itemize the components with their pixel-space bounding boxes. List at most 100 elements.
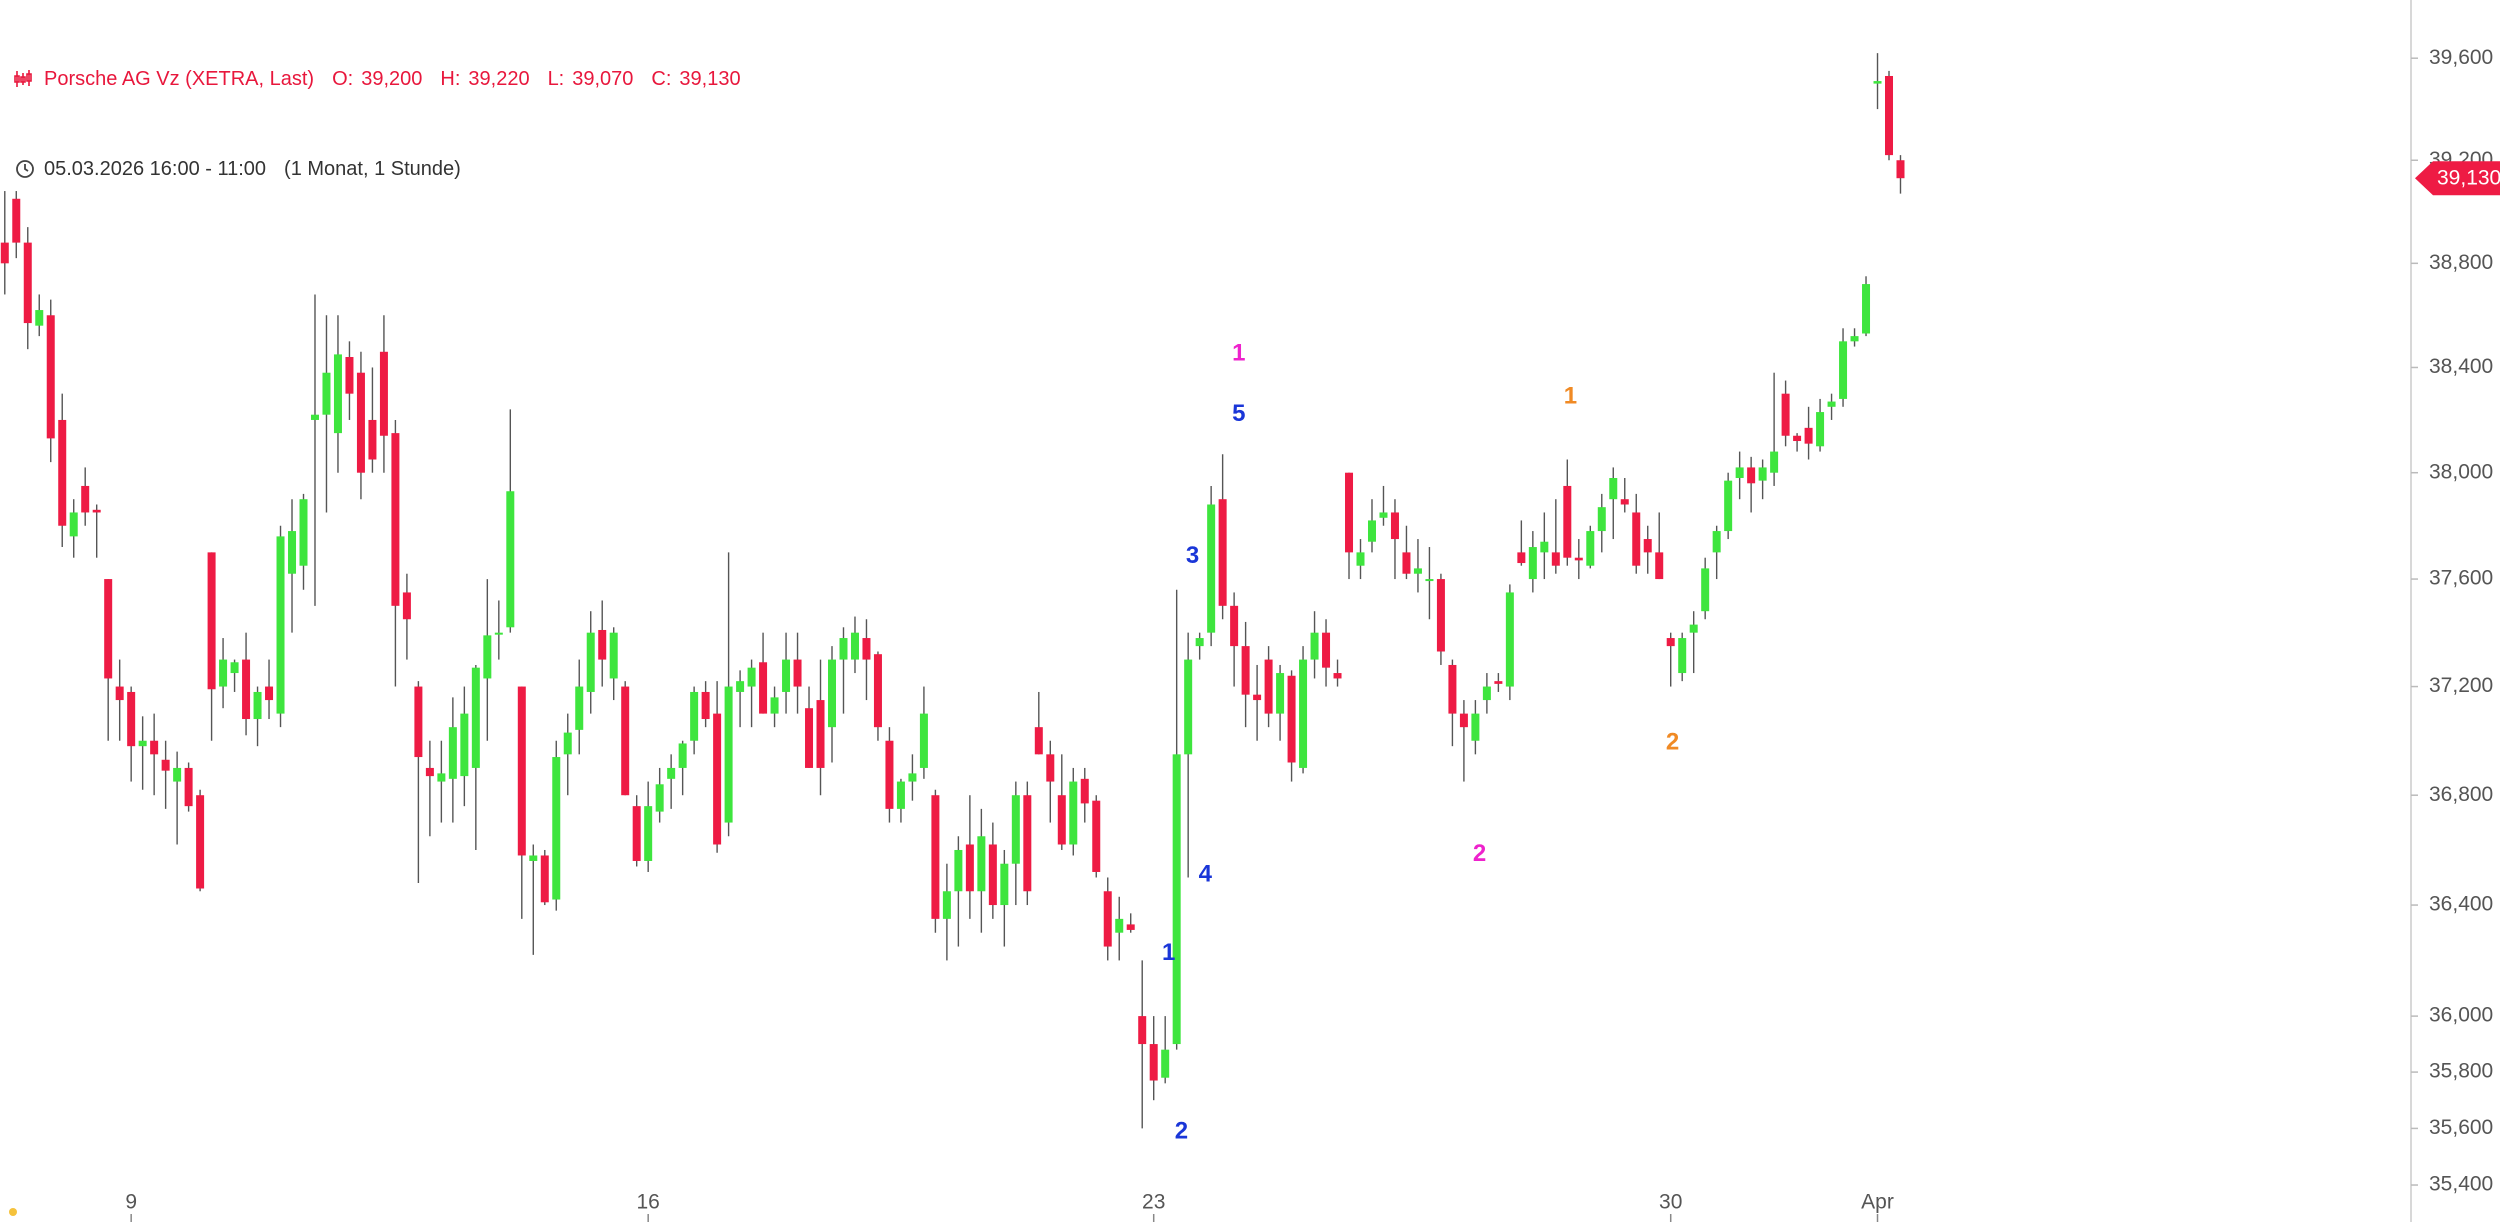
candle-body [1666,638,1675,647]
candle-body [552,757,561,900]
candle-body [23,242,32,324]
candle-body [1712,531,1721,553]
wave-label: 1 [1564,382,1577,409]
candle-body [1333,673,1342,679]
candle-body [494,632,503,635]
wave-label: 3 [1186,542,1199,569]
wave-label: 1 [1232,339,1245,366]
x-tick-label: Apr [1861,1191,1894,1214]
candle-body [483,635,492,679]
candle-body [896,781,905,809]
candle-body [517,686,526,856]
candle-body [1230,605,1239,647]
x-tick-label: 23 [1142,1191,1165,1214]
candle-body [1241,646,1250,695]
candle-body [885,740,894,809]
candle-body [1551,552,1560,566]
candle-body [471,667,480,768]
candle-body [1850,336,1859,342]
wave-label: 2 [1473,840,1486,867]
candle-body [850,632,859,660]
candle-body [644,806,653,861]
candle-body [92,509,101,513]
candle-body [793,659,802,687]
candle-body [965,844,974,892]
candle-body [1747,467,1756,484]
candle-body [919,713,928,768]
wave-label: 2 [1666,728,1679,755]
candle-body [1276,673,1285,714]
candle-body [299,499,308,566]
candle-body [609,632,618,679]
y-tick-label: 35,600 [2429,1116,2493,1139]
y-tick-label: 38,400 [2429,355,2493,378]
candle-body [1195,638,1204,647]
quote-value: 39,200 [361,68,423,90]
candle-body [805,708,814,768]
candle-body [736,681,745,692]
x-tick-label: 16 [636,1191,659,1214]
quote-label: L: [547,68,565,90]
candle-body [1517,552,1526,564]
candle-body [184,767,193,807]
candle-body [667,767,676,779]
candle-body [655,784,664,812]
candle-body [242,659,251,720]
candle-body [1643,539,1652,553]
wave-label: 2 [1175,1117,1188,1144]
y-tick-label: 37,200 [2429,674,2493,697]
quote-value: 39,130 [679,68,741,90]
candle-body [1253,694,1262,701]
candle-body [1011,795,1020,864]
candle-body [1563,485,1572,558]
candle-body [1057,795,1066,845]
status-dot [9,1208,17,1216]
candle-body [621,686,630,796]
candle-body [713,713,722,845]
candle-body [104,579,113,679]
candle-body [575,686,584,730]
candle-body [908,773,917,782]
wave-label: 1 [1162,939,1175,966]
candle-body [1413,568,1422,574]
candle-body [310,414,319,420]
candle-body [161,759,170,771]
wave-label: 4 [1199,861,1213,888]
candle-body [460,713,469,777]
candle-body [1597,507,1606,532]
candle-body [1425,579,1434,582]
y-tick-label: 39,600 [2429,46,2493,69]
candle-body [1287,675,1296,763]
clock-icon [16,160,34,178]
candle-body [1172,754,1181,1045]
x-tick-label: 9 [125,1191,137,1214]
candle-body [12,198,21,243]
time-range: 05.03.2026 16:00 - 11:00 [44,158,267,180]
candle-body [1586,531,1595,566]
candle-body [288,531,297,574]
candle-body [1816,412,1825,447]
candle-body [138,740,147,747]
candle-body [632,806,641,861]
candle-body [988,844,997,906]
candle-body [115,686,124,701]
quote-value: 39,070 [572,68,634,90]
candle-body [540,855,549,903]
quote-label: O: [332,68,354,90]
candle-body [839,638,848,660]
candle-body [1827,401,1836,407]
header-line: Porsche AG Vz (XETRA, Last) O: 39,200 H: 3… [14,64,741,94]
candle-body [1402,552,1411,574]
candle-body [276,536,285,714]
candle-body [598,629,607,660]
candle-body [828,659,837,728]
candle-body [747,667,756,687]
candle-body [1161,1049,1170,1078]
candle-body [1264,659,1273,714]
candle-body [1356,552,1365,566]
candle-body [1701,568,1710,612]
candle-body [1609,478,1618,500]
candle-body [1126,924,1135,930]
candle-body [724,686,733,823]
candle-body [150,740,159,755]
